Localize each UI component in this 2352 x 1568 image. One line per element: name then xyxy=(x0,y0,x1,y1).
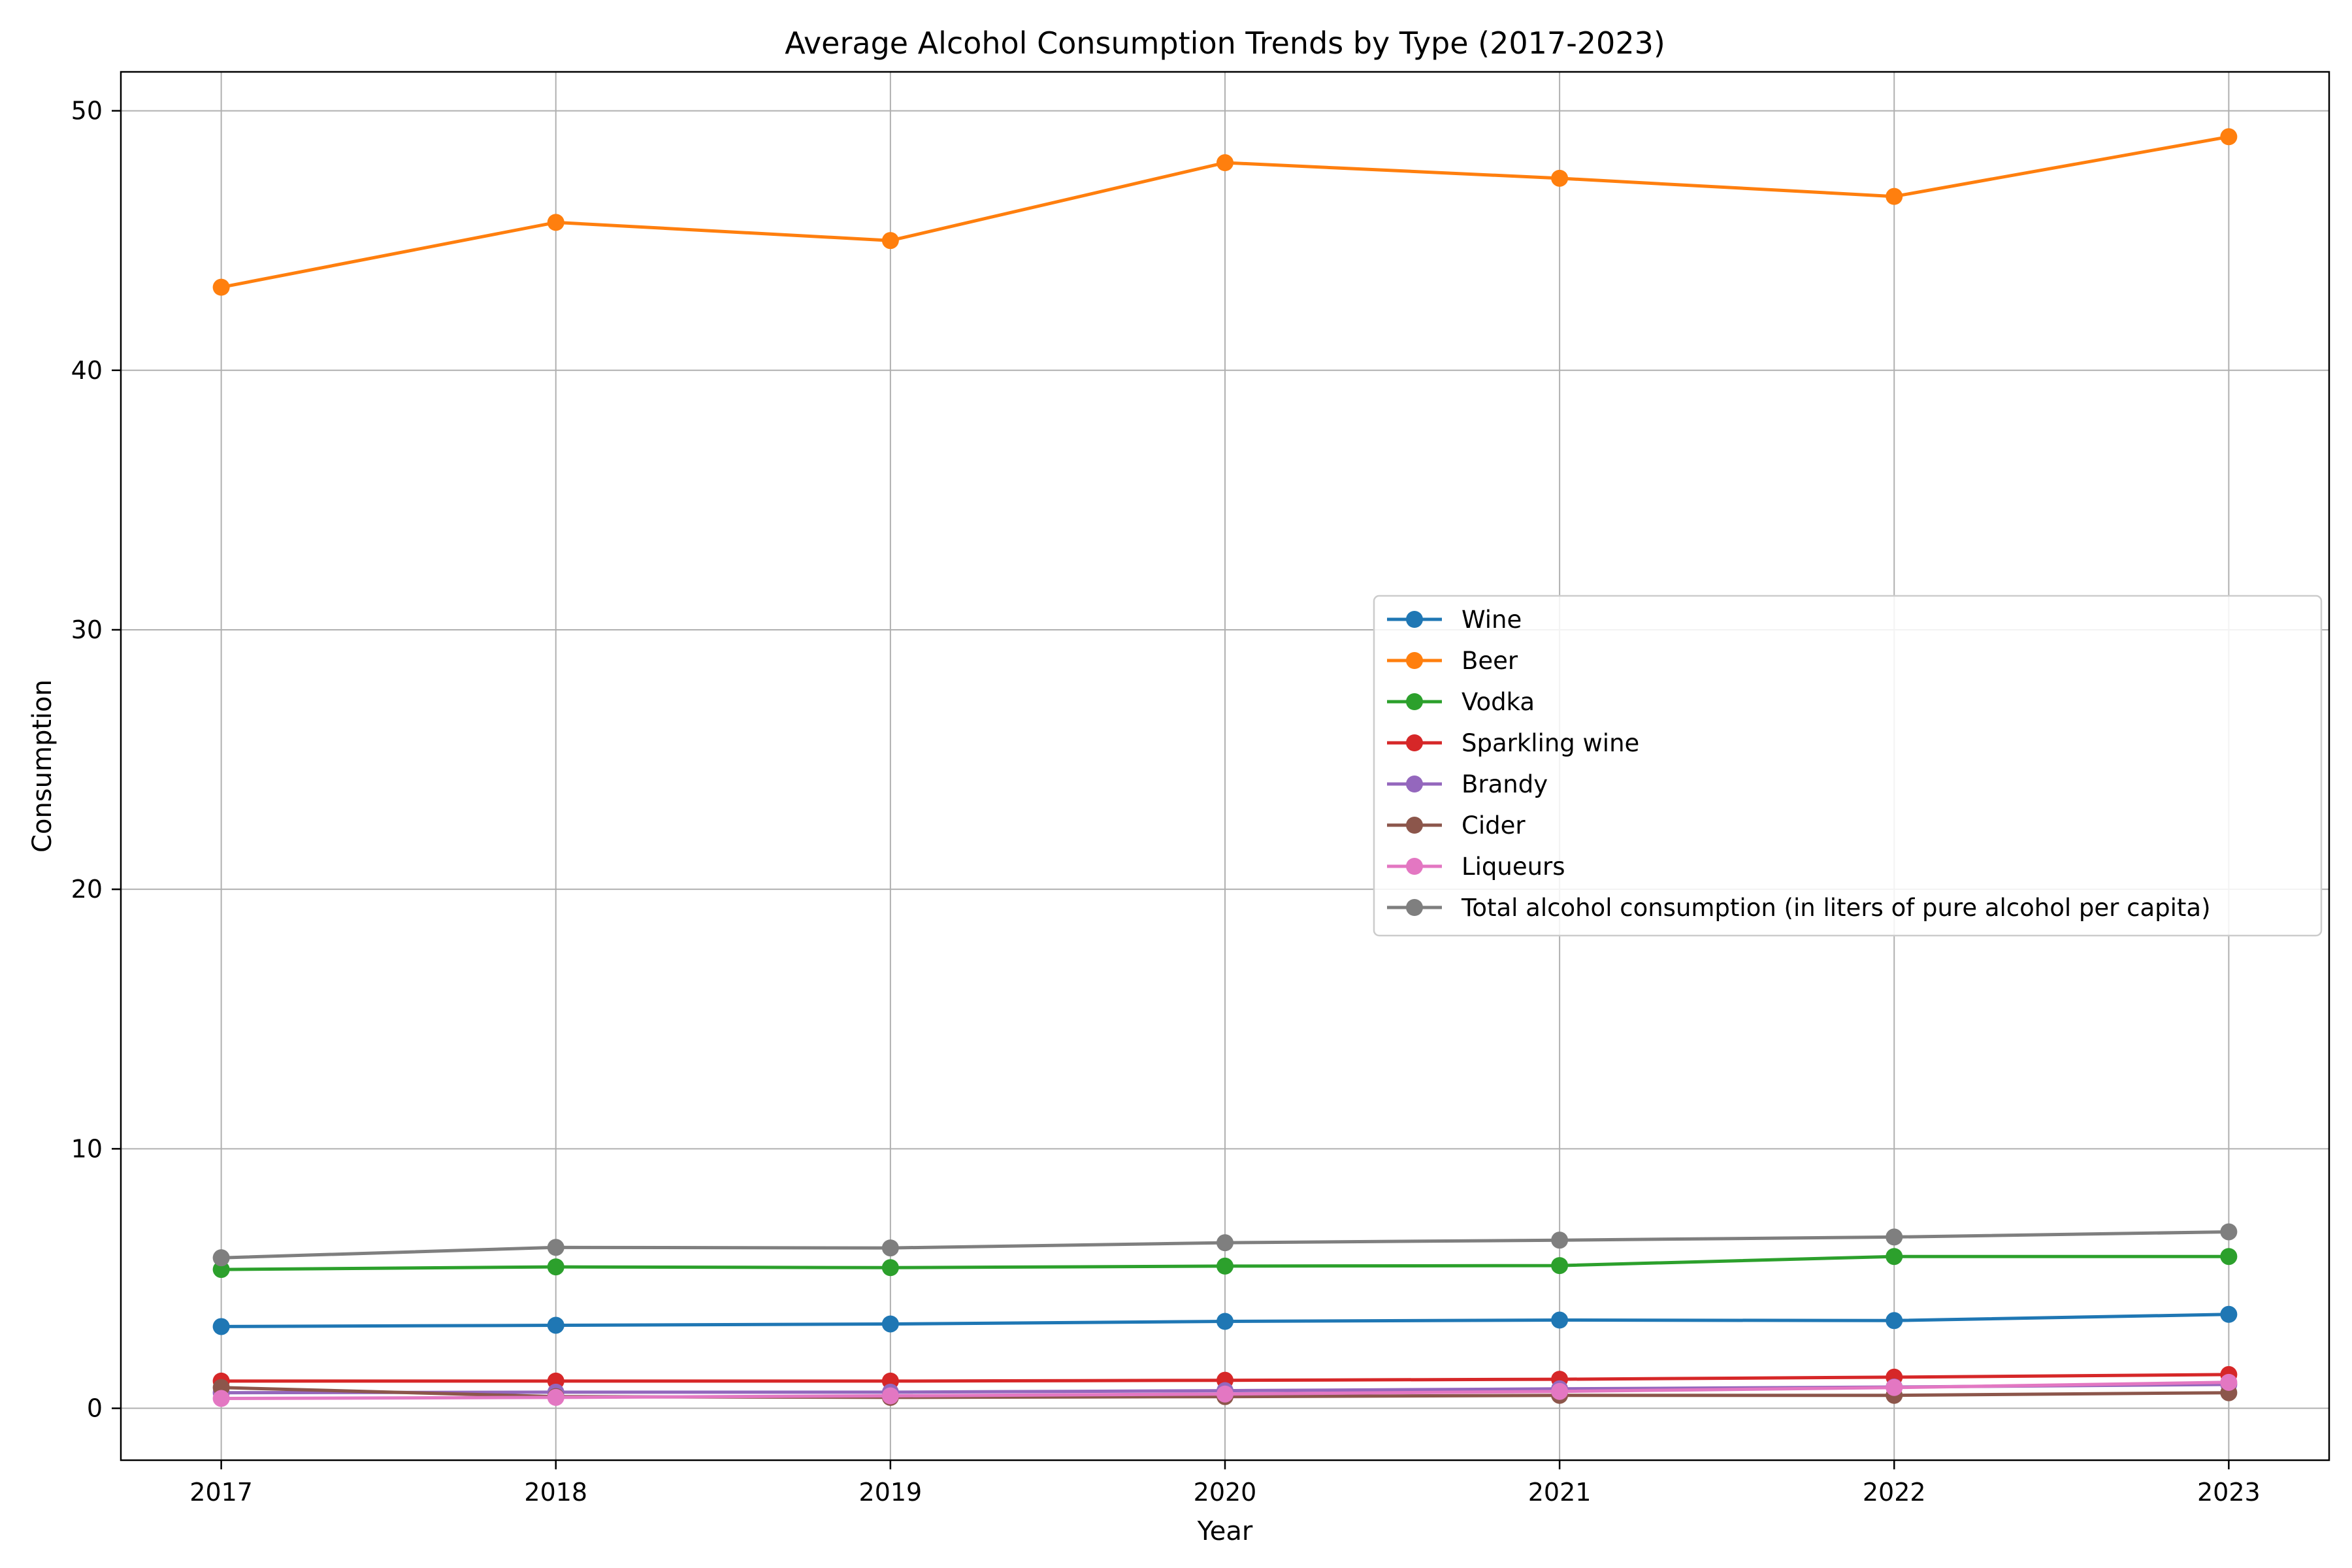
data-point xyxy=(881,1259,899,1277)
data-point xyxy=(881,1315,899,1333)
data-point xyxy=(1886,188,1903,205)
legend-item: Beer xyxy=(1387,647,1518,675)
data-point xyxy=(2220,128,2238,146)
legend-item: Liqueurs xyxy=(1387,853,1565,881)
legend-label: Total alcohol consumption (in liters of … xyxy=(1461,894,2211,922)
data-point xyxy=(1551,1257,1569,1275)
legend-label: Brandy xyxy=(1462,770,1548,798)
data-point xyxy=(1217,1234,1233,1252)
x-tick-label: 2019 xyxy=(859,1478,923,1507)
x-axis-label: Year xyxy=(1197,1516,1253,1546)
legend-item: Wine xyxy=(1387,606,1522,634)
x-tick-label: 2020 xyxy=(1194,1478,1257,1507)
data-point xyxy=(881,1387,899,1405)
x-tick-label: 2023 xyxy=(2197,1478,2261,1507)
legend-label: Sparkling wine xyxy=(1462,729,1639,757)
data-point xyxy=(881,1239,899,1257)
data-point xyxy=(547,1316,564,1334)
data-point xyxy=(1217,1385,1233,1403)
y-tick-label: 10 xyxy=(71,1134,103,1163)
data-point xyxy=(2220,1373,2238,1391)
data-point xyxy=(212,1390,230,1407)
y-tick-label: 0 xyxy=(87,1394,103,1423)
legend-marker xyxy=(1406,693,1423,710)
legend-label: Beer xyxy=(1462,647,1518,675)
legend-item: Vodka xyxy=(1387,688,1535,716)
data-point xyxy=(1217,1257,1233,1275)
legend-label: Liqueurs xyxy=(1462,853,1565,881)
series-liqueurs xyxy=(212,1373,2238,1407)
legend-marker xyxy=(1406,652,1423,669)
y-tick-label: 20 xyxy=(71,875,103,904)
data-point xyxy=(547,1388,564,1406)
x-tick-label: 2017 xyxy=(189,1478,253,1507)
data-point xyxy=(1217,1313,1233,1330)
data-point xyxy=(1886,1228,1903,1246)
x-tick-label: 2018 xyxy=(524,1478,587,1507)
x-tick-label: 2022 xyxy=(1863,1478,1926,1507)
legend-marker xyxy=(1406,858,1423,875)
chart-title: Average Alcohol Consumption Trends by Ty… xyxy=(785,25,1665,61)
data-point xyxy=(547,1239,564,1256)
legend-marker xyxy=(1406,734,1423,751)
series-beer xyxy=(212,128,2238,296)
series-layer xyxy=(212,128,2238,1407)
data-point xyxy=(547,1258,564,1276)
legend-label: Vodka xyxy=(1462,688,1535,716)
series-total-alcohol-consumption-in-liters-of-pure-alcohol-per-capita xyxy=(212,1223,2238,1267)
data-point xyxy=(2220,1223,2238,1241)
x-tick-label: 2021 xyxy=(1528,1478,1592,1507)
legend-marker xyxy=(1406,776,1423,792)
y-axis-label: Consumption xyxy=(27,679,57,853)
tick-layer: 2017 2018 2019 2020 2021 2022 2023 0 10 20 30 40 50 xyxy=(71,97,2261,1507)
data-point xyxy=(212,1249,230,1267)
legend-marker xyxy=(1406,899,1423,916)
legend-label: Cider xyxy=(1462,811,1526,840)
legend-item: Total alcohol consumption (in liters of … xyxy=(1387,894,2211,922)
data-point xyxy=(1551,1232,1569,1249)
data-point xyxy=(212,278,230,296)
data-point xyxy=(2220,1248,2238,1266)
series-vodka xyxy=(212,1248,2238,1279)
data-point xyxy=(1886,1379,1903,1396)
legend-marker xyxy=(1406,611,1423,628)
legend: Wine Beer Vodka Sparkling wine Brandy Cider Li… xyxy=(1373,595,2323,937)
data-point xyxy=(1886,1248,1903,1266)
data-point xyxy=(1886,1312,1903,1330)
legend-item: Sparkling wine xyxy=(1387,729,1639,757)
data-point xyxy=(1551,169,1569,187)
data-point xyxy=(2220,1305,2238,1323)
y-tick-label: 50 xyxy=(71,97,103,125)
legend-item: Brandy xyxy=(1387,770,1548,798)
series-wine xyxy=(212,1305,2238,1335)
legend-label: Wine xyxy=(1462,606,1522,634)
data-point xyxy=(881,232,899,250)
legend-marker xyxy=(1406,817,1423,834)
data-point xyxy=(212,1318,230,1335)
legend-item: Cider xyxy=(1387,811,1526,840)
y-tick-label: 30 xyxy=(71,615,103,644)
data-point xyxy=(212,1261,230,1279)
legend-box xyxy=(1373,595,2323,937)
data-point xyxy=(1551,1382,1569,1400)
data-point xyxy=(1217,154,1233,172)
y-tick-label: 40 xyxy=(71,356,103,385)
data-point xyxy=(547,214,564,231)
data-point xyxy=(1551,1311,1569,1329)
